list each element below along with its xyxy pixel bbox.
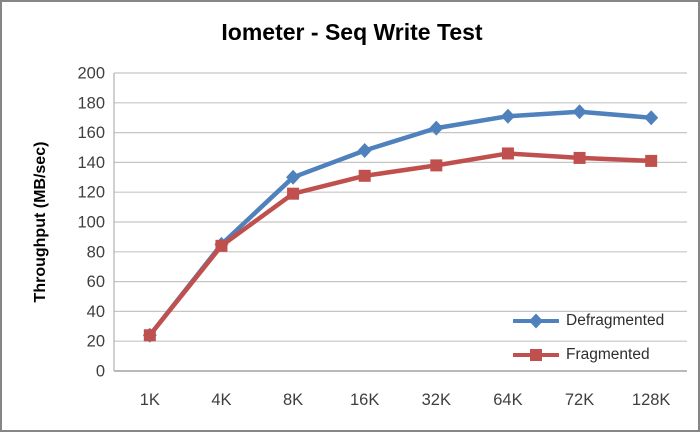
data-point-marker bbox=[429, 120, 444, 136]
chart-title: Iometer - Seq Write Test bbox=[221, 19, 483, 45]
y-tick-label: 80 bbox=[87, 243, 105, 261]
x-tick-label: 8K bbox=[283, 391, 303, 409]
y-tick-label: 0 bbox=[96, 363, 105, 381]
data-point-marker bbox=[645, 154, 658, 167]
series-line bbox=[147, 151, 654, 338]
data-point-marker bbox=[501, 147, 514, 160]
y-tick-label: 100 bbox=[77, 214, 105, 232]
data-point-marker bbox=[358, 169, 371, 182]
legend-marker bbox=[530, 348, 542, 361]
series-defragmented bbox=[142, 104, 659, 343]
x-tick-label: 1K bbox=[140, 391, 160, 409]
x-tick-label: 64K bbox=[493, 391, 522, 409]
series-fragmented bbox=[143, 147, 658, 342]
x-tick-label: 4K bbox=[211, 391, 231, 409]
data-point-marker bbox=[644, 110, 659, 126]
legend-item-defragmented[interactable]: Defragmented bbox=[513, 308, 664, 333]
legend-item-fragmented[interactable]: Fragmented bbox=[513, 342, 664, 367]
data-point-marker bbox=[215, 239, 228, 252]
y-tick-label: 40 bbox=[87, 303, 105, 321]
y-tick-label: 140 bbox=[77, 154, 105, 172]
y-tick-label: 120 bbox=[77, 184, 105, 202]
legend-marker bbox=[529, 313, 543, 328]
x-tick-label: 128K bbox=[632, 391, 671, 409]
data-point-marker bbox=[500, 108, 515, 124]
legend: Defragmented Fragmented bbox=[513, 308, 664, 367]
data-point-marker bbox=[143, 329, 156, 342]
fragmented-series-key-icon bbox=[513, 348, 559, 361]
data-point-marker bbox=[286, 169, 301, 185]
data-point-marker bbox=[357, 142, 372, 158]
x-tick-label: 16K bbox=[350, 391, 379, 409]
y-tick-label: 160 bbox=[77, 124, 105, 142]
y-tick-label: 180 bbox=[77, 94, 105, 112]
data-point-marker bbox=[572, 104, 587, 120]
x-tick-label: 72K bbox=[565, 391, 594, 409]
defragmented-series-key-icon bbox=[513, 313, 559, 328]
series-line bbox=[147, 109, 654, 338]
data-point-marker bbox=[287, 187, 300, 200]
x-tick-label: 32K bbox=[422, 391, 451, 409]
data-point-marker bbox=[430, 159, 443, 172]
y-tick-label: 200 bbox=[77, 65, 105, 83]
legend-label-fragmented: Fragmented bbox=[566, 345, 650, 363]
legend-label-defragmented: Defragmented bbox=[566, 311, 665, 329]
y-tick-label: 60 bbox=[87, 273, 105, 291]
y-tick-label: 20 bbox=[87, 333, 105, 351]
data-point-marker bbox=[573, 151, 586, 164]
